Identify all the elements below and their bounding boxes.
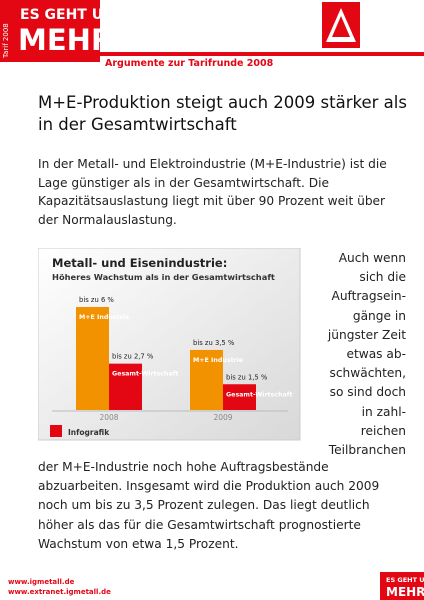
header-rule <box>100 52 424 56</box>
side-line: etwas ab- <box>346 347 406 362</box>
brand-side: Tarif 2008 <box>2 23 10 59</box>
badge-main: MEHR <box>386 585 424 599</box>
intro: In der Metall- und Elektroindustrie (M+E… <box>38 157 387 227</box>
heading: M+E-Produktion steigt auch 2009 stärker … <box>38 93 407 134</box>
side-line: Auch wenn <box>338 251 406 265</box>
side-line: schwächten, <box>329 366 406 381</box>
brand-main: MEHR <box>18 23 113 57</box>
value-label: bis zu 1,5 % <box>226 373 268 381</box>
side-line: jüngster Zeit <box>327 327 406 342</box>
header-subtitle: Argumente zur Tarifrunde 2008 <box>105 58 274 69</box>
chart: Metall- und Eisenindustrie: Höheres Wach… <box>38 248 301 441</box>
bar-label: M+E Industrie <box>193 357 243 364</box>
side-text: Auch wenn sich die Auftragsein-gänge in jün… <box>306 249 406 460</box>
footer-link: www.igmetall.de <box>8 578 75 586</box>
value-label: bis zu 6 % <box>79 296 114 304</box>
x-tick-label: 2009 <box>213 413 232 422</box>
footer-link: www.extranet.igmetall.de <box>8 588 111 596</box>
side-line: reichen <box>360 423 406 438</box>
bar-label: Gesamt-Wirtschaft <box>112 371 179 378</box>
bar <box>109 363 142 410</box>
side-line: gänge in <box>352 308 406 323</box>
bar <box>76 307 109 410</box>
continuation: der M+E-Industrie noch hohe Auftragsbest… <box>38 460 380 551</box>
side-line: in zahl- <box>361 404 406 419</box>
footer: www.igmetall.de www.extranet.igmetall.de… <box>8 572 424 600</box>
bar <box>223 384 256 410</box>
chart-source: Infografik <box>68 428 110 437</box>
bar <box>190 349 223 410</box>
bar-label: M+E Industrie <box>79 314 129 321</box>
header: Tarif 2008 ES GEHT UM MEHR Argumente zur… <box>0 0 424 69</box>
side-line: Teilbranchen <box>328 443 406 458</box>
chart-title: Metall- und Eisenindustrie: <box>52 256 227 270</box>
side-line: so sind doch <box>329 385 406 400</box>
footer-badge <box>380 572 424 600</box>
brand-block <box>0 0 100 62</box>
value-label: bis zu 2,7 % <box>112 353 154 361</box>
chart-subtitle: Höheres Wachstum als in der Gesamtwirtsc… <box>52 272 275 282</box>
side-line: Auftragsein- <box>331 289 407 304</box>
side-line: sich die <box>359 270 406 285</box>
logo <box>322 2 360 48</box>
brand-top: ES GEHT UM <box>20 7 117 23</box>
bar-label: Gesamt-Wirtschaft <box>226 391 293 398</box>
value-label: bis zu 3,5 % <box>193 339 235 347</box>
x-tick-label: 2008 <box>99 413 118 422</box>
badge-top: ES GEHT UM <box>386 576 424 584</box>
source-logo <box>50 425 62 437</box>
